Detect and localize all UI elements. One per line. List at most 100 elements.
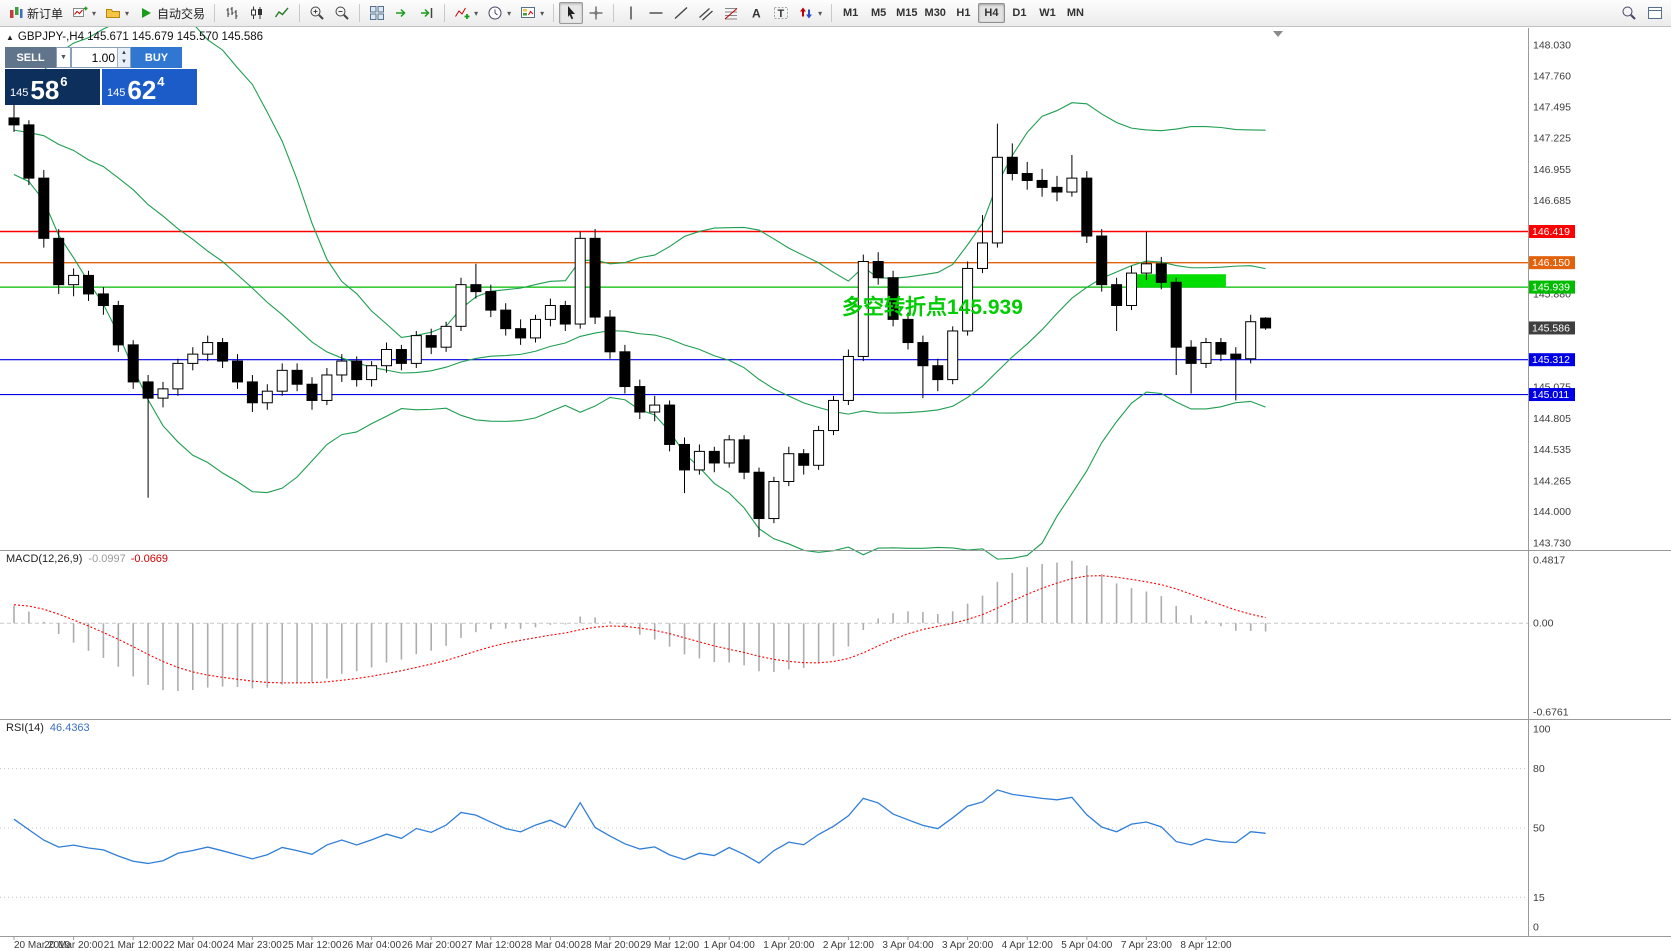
svg-text:80: 80 [1533,763,1545,775]
zoom-out-button[interactable] [330,2,354,24]
line-chart-icon [274,7,289,18]
new-chart-button[interactable]: ▾ [68,2,100,24]
timeframe-m5-button[interactable]: M5 [870,7,887,19]
timeframe-mn-button[interactable]: MN [1066,7,1084,19]
timeframe-m15-button[interactable]: M15 [896,7,918,19]
volume-spinner: ▲ ▼ [117,48,130,67]
sell-button[interactable]: SELL [5,47,56,68]
svg-text:148.030: 148.030 [1533,39,1571,51]
chevron-down-icon: ▾ [818,8,823,18]
price-axis: 148.030 147.760 147.495 147.225 146.955 146.6… [1529,39,1575,549]
svg-text:100: 100 [1533,724,1551,736]
svg-text:144.535: 144.535 [1533,444,1571,456]
svg-text:146.150: 146.150 [1532,257,1570,269]
timeframe-h4-button[interactable]: H4 [977,3,1005,23]
toolbar-separator [299,4,301,22]
tile-windows-icon [370,6,385,20]
svg-text:A: A [752,7,761,21]
volume-preset-dropdown[interactable]: ▼ [56,47,71,68]
sell-price-panel[interactable]: 145 58 6 [5,69,100,105]
sell-price-big: 58 [30,75,60,105]
templates-button[interactable]: ▾ [516,2,548,24]
one-click-order-row: SELL ▼ ▲ ▼ BUY [5,47,197,68]
svg-text:147.225: 147.225 [1533,133,1571,145]
svg-text:145.939: 145.939 [1532,282,1570,294]
timeframe-h1-button[interactable]: H1 [956,7,971,19]
macd-axis: 0.4817 0.00 -0.6761 [1533,555,1569,719]
new-order-button[interactable]: 新订单 [4,2,67,24]
trendline-icon [674,6,688,20]
macd-histogram [13,560,1267,691]
svg-text:7 Apr 23:00: 7 Apr 23:00 [1121,940,1173,951]
channel-button[interactable] [694,2,718,24]
svg-text:26 Mar 20:00: 26 Mar 20:00 [402,940,461,951]
svg-text:25 Mar 12:00: 25 Mar 12:00 [283,940,342,951]
horizontal-line-button[interactable] [644,2,668,24]
text-button[interactable]: A [744,2,768,24]
svg-text:T: T [778,8,785,20]
crosshair-button[interactable] [584,2,608,24]
indicators-button[interactable]: ▾ [450,2,482,24]
buy-price-big: 62 [127,75,157,105]
bollinger-middle-band [13,129,1266,415]
volume-up-button[interactable]: ▲ [118,48,130,58]
data-window-button[interactable] [1643,2,1667,24]
vertical-line-button[interactable] [619,2,643,24]
chevron-down-icon: ▾ [92,8,97,18]
chart-shift-icon [421,8,433,18]
templates-icon [521,7,536,18]
timeframe-m30-button[interactable]: M30 [924,7,946,19]
chevron-down-icon: ▾ [540,8,545,18]
timeframe-d1-button[interactable]: D1 [1012,7,1027,19]
data-window-icon [1648,7,1662,19]
fibonacci-button[interactable] [719,2,743,24]
fibonacci-icon [724,8,738,20]
collapse-one-click-arrow[interactable]: ▲ [6,32,14,42]
tile-windows-button[interactable] [365,2,389,24]
volume-down-button[interactable]: ▼ [118,57,130,67]
buy-button[interactable]: BUY [131,47,182,68]
chart-shift-button[interactable] [415,2,439,24]
toolbar-separator [214,4,216,22]
zoom-in-button[interactable] [305,2,329,24]
arrows-button[interactable]: ▾ [794,2,826,24]
one-click-price-row: 145 58 6 145 62 4 [5,69,197,105]
svg-text:144.265: 144.265 [1533,475,1571,487]
periods-button[interactable]: ▾ [483,2,515,24]
timeframe-m1-button[interactable]: M1 [842,7,859,19]
svg-text:50: 50 [1533,823,1545,835]
crosshair-icon [589,6,603,20]
cursor-button[interactable] [559,2,584,24]
candlestick-chart-button[interactable] [245,2,269,24]
auto-scroll-button[interactable] [390,2,414,24]
autotrading-button[interactable]: 自动交易 [134,2,209,24]
bar-chart-button[interactable] [220,2,244,24]
svg-text:8 Apr 12:00: 8 Apr 12:00 [1180,940,1232,951]
pivot-annotation-text[interactable]: 多空转折点145.939 [842,296,1023,319]
macd-signal-value: -0.0669 [130,553,169,565]
svg-text:21 Mar 12:00: 21 Mar 12:00 [104,940,163,951]
volume-input[interactable] [72,48,117,67]
svg-text:24 Mar 23:00: 24 Mar 23:00 [223,940,282,951]
toolbar-right-group [1617,2,1667,24]
svg-text:26 Mar 04:00: 26 Mar 04:00 [342,940,401,951]
buy-price-panel[interactable]: 145 62 4 [102,69,197,105]
candlestick-chart-icon [251,6,263,19]
text-label-button[interactable]: T [769,2,793,24]
auto-scroll-icon [396,8,406,18]
timeframe-w1-button[interactable]: W1 [1039,7,1056,19]
svg-text:27 Mar 12:00: 27 Mar 12:00 [461,940,520,951]
rsi-axis: 100 80 50 15 0 [1533,724,1551,934]
macd-label: MACD(12,26,9) -0.0997 -0.0669 [6,553,168,565]
svg-text:146.955: 146.955 [1533,164,1571,176]
trendline-button[interactable] [669,2,693,24]
line-chart-button[interactable] [270,2,294,24]
toolbar-separator [613,4,615,22]
svg-text:1 Apr 04:00: 1 Apr 04:00 [704,940,756,951]
svg-text:28 Mar 20:00: 28 Mar 20:00 [581,940,640,951]
profiles-button[interactable]: ▾ [101,2,133,24]
search-button[interactable] [1617,2,1641,24]
search-icon [1622,6,1636,20]
autotrading-label: 自动交易 [157,6,206,21]
